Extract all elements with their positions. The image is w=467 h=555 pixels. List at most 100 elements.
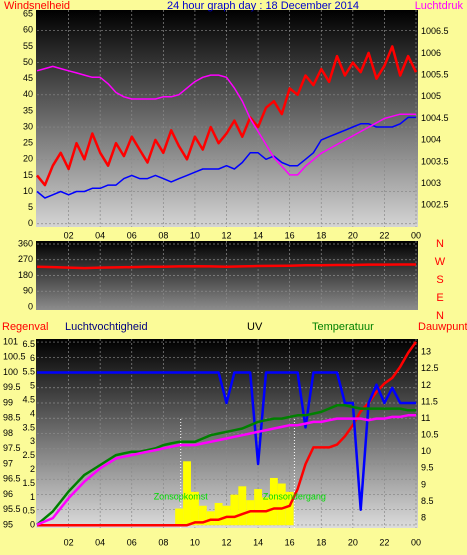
legend-label: Luchtvochtigheid (65, 321, 148, 333)
uv-bar (198, 505, 207, 526)
legend-label: UV (247, 321, 263, 333)
uv-bar (190, 491, 199, 526)
y2-tick-label: 1 (30, 492, 35, 502)
y2-tick-label: 2 (30, 464, 35, 474)
y-tick-label: 180 (18, 270, 33, 280)
uv-bar (246, 500, 255, 526)
series-line (36, 263, 416, 270)
x-tick-label: 06 (127, 537, 137, 547)
y-tick-label: 99 (3, 397, 13, 407)
y2-tick-label: 6 (30, 353, 35, 363)
y2-tick-label: 2.5 (22, 450, 35, 460)
y-tick-label: 60 (23, 25, 33, 35)
y-tick-label: 10 (23, 186, 33, 196)
y2-tick-label: 1.5 (22, 478, 35, 488)
annotation: Zonsondergang (263, 491, 326, 501)
y2-tick-label: 4 (30, 408, 35, 418)
series-line (36, 45, 418, 187)
series-line (36, 65, 416, 176)
x-tick-label: 16 (285, 537, 295, 547)
uv-bar (277, 483, 286, 526)
y3-tick-label: 8 (421, 512, 426, 522)
y3-tick-label: 9 (421, 479, 426, 489)
x-tick-label: 00 (411, 537, 421, 547)
y2-tick-label: 1004.5 (421, 113, 449, 123)
y2-tick-label: 1004 (421, 135, 441, 145)
y-tick-label: 97 (3, 458, 13, 468)
y2-tick-label: 1005.5 (421, 69, 449, 79)
y-tick-label: 5 (28, 202, 33, 212)
uv-bar (254, 489, 263, 526)
x-tick-label: 20 (348, 537, 358, 547)
y-tick-label: 35 (23, 105, 33, 115)
x-tick-label: 04 (95, 537, 105, 547)
y-tick-label: 270 (18, 254, 33, 264)
series-line (36, 404, 416, 526)
x-tick-label: 14 (253, 230, 263, 240)
y3-tick-label: 9.5 (421, 463, 434, 473)
x-tick-label: 00 (411, 230, 421, 240)
y-tick-label: 98 (3, 428, 13, 438)
x-tick-label: 06 (127, 230, 137, 240)
x-tick-label: 08 (158, 230, 168, 240)
y2-tick-label: 6.5 (22, 339, 35, 349)
uv-bar (183, 461, 191, 526)
x-tick-label: 22 (379, 537, 389, 547)
y-tick-label: 96.5 (3, 474, 21, 484)
uv-bar (238, 486, 247, 526)
uv-bar (214, 502, 223, 526)
x-tick-label: 08 (158, 537, 168, 547)
y3-tick-label: 10.5 (421, 430, 439, 440)
y-tick-label: 55 (23, 41, 33, 51)
y-axis-label: Windsnelheid (4, 0, 70, 12)
x-tick-label: 10 (190, 537, 200, 547)
x-tick-label: 16 (285, 230, 295, 240)
legend-label: Temperatuur (312, 321, 374, 333)
compass-label: N (436, 238, 444, 250)
y2-tick-label: 1002.5 (421, 200, 449, 210)
compass-label: E (436, 292, 443, 304)
y3-tick-label: 12 (421, 380, 431, 390)
panel-bg (36, 10, 418, 227)
y2-tick-label: 4.5 (22, 395, 35, 405)
y-tick-label: 15 (23, 170, 33, 180)
y-tick-label: 45 (23, 73, 33, 83)
y-tick-label: 99.5 (3, 382, 21, 392)
y3-tick-label: 12.5 (421, 363, 439, 373)
y3-tick-label: 11 (421, 413, 430, 423)
y-tick-label: 97.5 (3, 443, 21, 453)
compass-label: N (436, 310, 444, 322)
series-line (36, 414, 416, 526)
y2-tick-label: 5.5 (22, 367, 35, 377)
compass-label: S (436, 274, 443, 286)
legend-label: Dauwpunt (418, 321, 467, 333)
uv-bar (206, 511, 215, 526)
x-tick-label: 20 (348, 230, 358, 240)
annotation: Zonsopkomst (154, 491, 209, 501)
y-tick-label: 100.5 (3, 352, 26, 362)
y3-tick-label: 13 (421, 347, 431, 357)
y-tick-label: 50 (23, 57, 33, 67)
y-tick-label: 0 (28, 218, 33, 228)
y2-tick-label: 1005 (421, 91, 441, 101)
y2-tick-label: 1006 (421, 48, 441, 58)
uv-bar (222, 505, 231, 526)
y2-tick-label: 1003.5 (421, 156, 449, 166)
y-tick-label: 95 (3, 519, 13, 529)
y2-tick-label: 0.5 (22, 506, 35, 516)
series-line (36, 116, 416, 199)
y-tick-label: 65 (23, 9, 33, 19)
x-tick-label: 10 (190, 230, 200, 240)
uv-bar (230, 494, 239, 526)
y-tick-label: 30 (23, 121, 33, 131)
y-tick-label: 25 (23, 138, 33, 148)
y-tick-label: 96 (3, 489, 13, 499)
y3-tick-label: 8.5 (421, 496, 434, 506)
series-line (37, 371, 416, 511)
y-tick-label: 20 (23, 154, 33, 164)
y-tick-label: 100 (3, 367, 18, 377)
y-tick-label: 101 (3, 336, 18, 346)
legend-label: Regenval (2, 321, 48, 333)
